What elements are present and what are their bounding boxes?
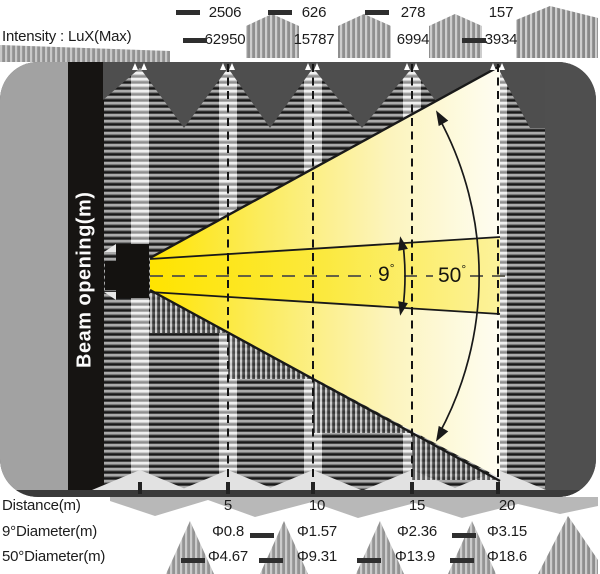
lux50-value-5m: 2506 — [208, 4, 242, 21]
diam9-15m: Φ2.36 — [396, 523, 438, 540]
lux50-value-20m: 157 — [488, 4, 514, 21]
angle-label-50deg: 50° — [438, 262, 467, 287]
distance-row-label: Distance(m) — [2, 497, 81, 514]
panel-right-margin — [545, 62, 596, 497]
column-bottom-markers — [138, 482, 500, 494]
tick — [357, 558, 381, 563]
tick — [452, 533, 476, 538]
diam50-5m: Φ4.67 — [207, 548, 249, 565]
diam9-row-label: 9°Diameter(m) — [2, 523, 98, 540]
top-decor-wedges — [0, 6, 598, 62]
degree-symbol: ° — [389, 261, 395, 275]
intensity-axis-label: Intensity : LuX(Max) — [2, 28, 132, 45]
tick — [450, 558, 474, 563]
beam-opening-axis-label: Beam opening(m) — [73, 191, 96, 368]
diam9-5m: Φ0.8 — [211, 523, 245, 540]
diam50-row-label: 50°Diameter(m) — [2, 548, 106, 565]
tick — [462, 38, 486, 43]
distance-5m: 5 — [223, 497, 233, 514]
lux50-value-15m: 278 — [400, 4, 426, 21]
beam-opening-bar — [68, 62, 104, 497]
beam-edge-top-50deg — [149, 64, 501, 260]
lux50-value-10m: 626 — [301, 4, 327, 21]
lux9-value-10m: 15787 — [293, 31, 335, 48]
panel-left-margin — [0, 62, 68, 497]
tick — [365, 10, 389, 15]
distance-20m: 20 — [498, 497, 516, 514]
beam-edge-bottom-50deg — [149, 288, 501, 483]
diam50-10m: Φ9.31 — [296, 548, 338, 565]
tick — [259, 558, 283, 563]
diam9-10m: Φ1.57 — [296, 523, 338, 540]
tick — [268, 10, 292, 15]
distance-10m: 10 — [308, 497, 326, 514]
beam-line-top-9deg — [149, 236, 501, 260]
top-zigzag — [103, 62, 545, 128]
diam9-20m: Φ3.15 — [486, 523, 528, 540]
diam50-15m: Φ13.9 — [394, 548, 436, 565]
tick — [183, 38, 207, 43]
column-top-markers — [132, 63, 505, 70]
arc-50deg — [438, 117, 480, 435]
panel-bottom-edge — [0, 490, 596, 497]
tick — [250, 533, 274, 538]
arc-arrowheads — [398, 110, 449, 442]
light-fixture — [104, 244, 149, 300]
degree-symbol: ° — [461, 262, 467, 276]
diam50-20m: Φ18.6 — [486, 548, 528, 565]
lux9-value-15m: 6994 — [396, 31, 430, 48]
beam-line-bottom-9deg — [149, 291, 501, 315]
lux9-value-20m: 3934 — [484, 31, 518, 48]
angle-label-9deg: 9° — [378, 261, 395, 286]
lux9-value-5m: 62950 — [204, 31, 246, 48]
distance-15m: 15 — [408, 497, 426, 514]
tick — [181, 558, 205, 563]
tick — [176, 10, 200, 15]
